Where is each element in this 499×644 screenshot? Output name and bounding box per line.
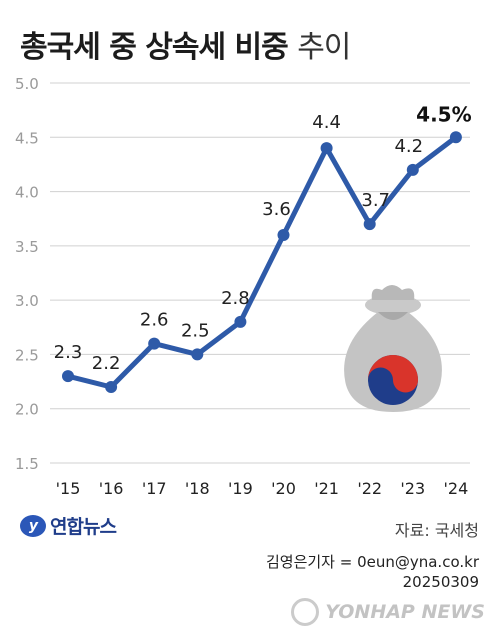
money-bag-icon — [344, 285, 442, 412]
y-tick-label: 1.5 — [15, 455, 39, 473]
x-tick-label: '19 — [228, 479, 253, 498]
data-point — [406, 163, 419, 176]
data-point — [320, 142, 333, 155]
data-point — [234, 315, 247, 328]
data-point — [148, 337, 161, 350]
y-tick-label: 3.0 — [15, 292, 39, 310]
x-tick-label: '18 — [185, 479, 210, 498]
source-text: 자료: 국세청 — [394, 521, 479, 540]
series-line — [65, 134, 459, 390]
data-point — [105, 381, 118, 393]
watermark: YONHAP NEWS — [291, 598, 485, 626]
x-tick-label: '21 — [314, 479, 339, 498]
data-point — [363, 218, 376, 231]
y-tick-label: 3.5 — [15, 238, 39, 256]
date-text: 20250309 — [402, 573, 479, 591]
title-suffix: 추이 — [297, 30, 351, 65]
y-tick-label: 2.5 — [15, 346, 39, 364]
y-tick-label: 4.5 — [15, 129, 39, 147]
data-label: 2.6 — [140, 310, 169, 331]
data-label: 4.2 — [394, 136, 423, 157]
credit: 김영은기자 = 0eun@yna.co.kr 20250309 — [266, 552, 479, 592]
data-label: 2.5 — [181, 320, 210, 341]
data-label: 2.2 — [92, 353, 121, 374]
x-tick-label: '17 — [142, 479, 167, 498]
logo-icon: y — [20, 514, 46, 537]
logo-text: 연합뉴스 — [50, 516, 117, 538]
x-tick-label: '20 — [271, 479, 296, 498]
data-label: 4.5% — [416, 102, 471, 126]
y-axis-ticks: 1.5 2.0 2.5 3.0 3.5 4.0 4.5 5.0 — [15, 75, 39, 473]
x-tick-label: '16 — [99, 479, 124, 498]
title-main: 총국세 중 상속세 비중 — [20, 30, 289, 65]
watermark-text: YONHAP NEWS — [325, 601, 485, 623]
data-points — [62, 131, 462, 393]
data-point — [62, 370, 74, 383]
reporter-text: 김영은기자 = 0eun@yna.co.kr — [265, 553, 479, 571]
data-labels: 2.3 2.2 2.6 2.5 2.8 3.6 4.4 3.7 4.2 4.5% — [54, 102, 472, 374]
y-tick-label: 2.0 — [15, 401, 39, 419]
data-point — [449, 131, 462, 144]
data-point — [191, 348, 204, 361]
data-label: 3.6 — [262, 199, 291, 220]
data-label: 2.3 — [54, 342, 83, 363]
y-tick-label: 5.0 — [15, 75, 39, 93]
data-label: 3.7 — [361, 190, 390, 211]
x-tick-label: '23 — [400, 479, 425, 498]
data-label: 4.4 — [312, 112, 341, 133]
data-point — [277, 229, 290, 241]
y-tick-label: 4.0 — [15, 184, 39, 202]
x-tick-label: '15 — [56, 479, 81, 498]
x-tick-label: '24 — [444, 479, 469, 498]
x-tick-label: '22 — [357, 479, 382, 498]
data-label: 2.8 — [221, 288, 250, 309]
chart-title: 총국세 중 상속세 비중 추이 — [20, 22, 351, 66]
yonhap-logo: y 연합뉴스 — [20, 512, 117, 539]
x-axis-ticks: '15 '16 '17 '18 '19 '20 '21 '22 '23 '24 — [56, 479, 469, 498]
watermark-icon — [291, 598, 320, 626]
